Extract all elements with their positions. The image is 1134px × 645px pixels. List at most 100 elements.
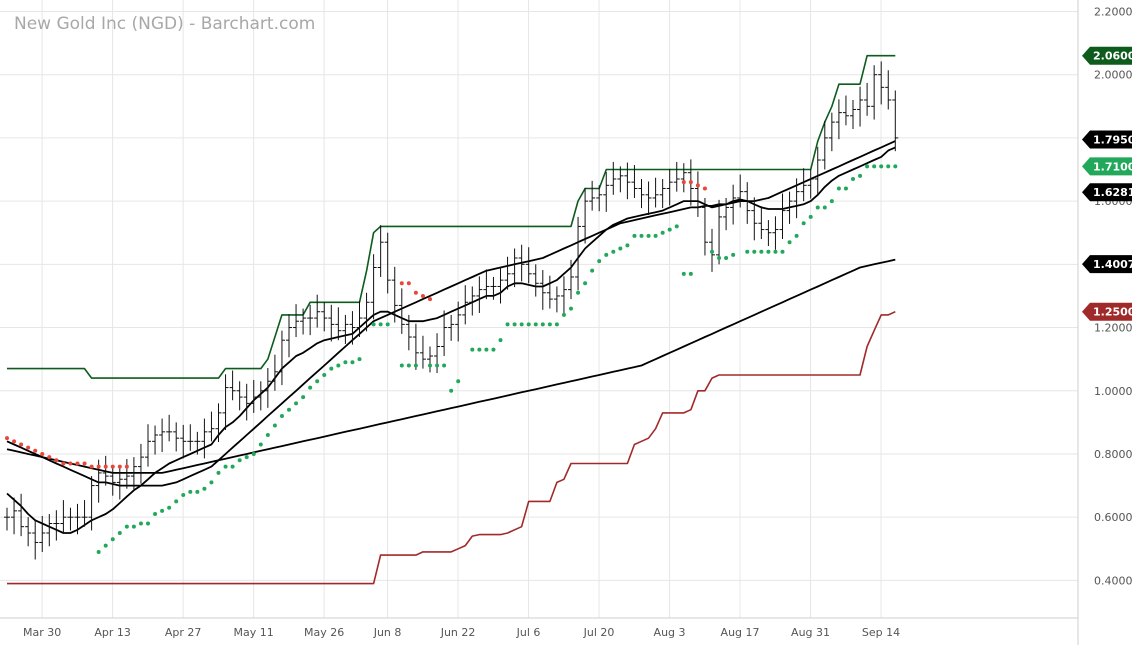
stop-dot [279, 414, 284, 419]
stop-dot [449, 388, 454, 393]
stop-dot [625, 243, 630, 248]
price-label-badge [1082, 255, 1132, 274]
x-axis: Mar 30 Apr 13 Apr 27 May 11 May 26 Jun 8 Jun 2… [23, 626, 900, 639]
stop-dot [632, 233, 637, 238]
stop-dot [138, 521, 143, 526]
stop-dot [766, 249, 771, 254]
stop-dot [33, 448, 38, 453]
stop-dot [47, 455, 52, 460]
stop-dot [484, 347, 489, 352]
stop-dot [611, 249, 616, 254]
stop-dot [590, 268, 595, 273]
stop-dot [618, 246, 623, 251]
stop-dot [526, 322, 531, 327]
stop-dot [272, 423, 277, 428]
stop-dot [202, 486, 207, 491]
stop-dot [681, 180, 686, 185]
stop-dot [174, 499, 179, 504]
x-tick-label: Sep 14 [862, 626, 900, 639]
stop-dot [251, 451, 256, 456]
stop-dot [230, 464, 235, 469]
stop-dot [886, 164, 891, 169]
stop-dot [117, 464, 122, 469]
x-tick-label: May 11 [233, 626, 273, 639]
stop-dot [745, 249, 750, 254]
stop-dot [195, 489, 200, 494]
stop-dot [498, 338, 503, 343]
stop-dot [695, 183, 700, 188]
stop-dot [61, 461, 66, 466]
stop-dot [315, 379, 320, 384]
x-tick-label: Jul 20 [583, 626, 615, 639]
stop-dot [660, 230, 665, 235]
stop-dot [667, 227, 672, 232]
price-label-text: 1.2500 [1093, 306, 1134, 319]
stop-dot [68, 461, 73, 466]
stop-dot [815, 205, 820, 210]
stop-dot [294, 401, 299, 406]
stop-dot [399, 363, 404, 368]
y-axis: 0.40000.60000.80001.00001.20001.40001.60… [1094, 5, 1133, 587]
stop-dot [639, 233, 644, 238]
stop-dot [717, 256, 722, 261]
stop-dot [428, 297, 432, 302]
price-bars [4, 61, 899, 560]
price-label-text: 1.7950 [1093, 133, 1134, 146]
stop-dot [872, 164, 877, 169]
stop-dot [399, 281, 404, 286]
stop-dot [597, 259, 602, 264]
stop-dot [12, 439, 17, 444]
x-tick-label: Jun 22 [440, 626, 476, 639]
stop-dot [160, 508, 165, 513]
stop-dot [223, 464, 228, 469]
x-tick-label: Apr 13 [94, 626, 131, 639]
stop-dot [258, 442, 263, 447]
x-tick-label: Apr 27 [165, 626, 202, 639]
x-tick-label: Aug 31 [791, 626, 830, 639]
stop-dot [752, 249, 757, 254]
stop-dot [533, 322, 538, 327]
y-tick-label: 1.2000 [1094, 322, 1133, 335]
y-tick-label: 1.0000 [1094, 385, 1133, 398]
stop-dot [780, 249, 785, 254]
stop-dot [110, 537, 115, 542]
stop-dot [470, 347, 475, 352]
stop-dot [96, 549, 101, 554]
stop-dot [604, 252, 609, 257]
stop-dot [710, 249, 714, 254]
stop-dot [153, 512, 158, 517]
stop-dot [681, 271, 686, 276]
stop-dot [554, 322, 559, 327]
stop-dot [322, 372, 327, 377]
stop-dot [82, 461, 87, 466]
stop-dot [216, 470, 221, 475]
chart-title: New Gold Inc (NGD) - Barchart.com [14, 14, 315, 34]
stop-dot [188, 489, 193, 494]
stop-dot [456, 379, 461, 384]
stop-dot [124, 524, 129, 529]
stop-dot [843, 186, 848, 191]
price-label-text: 2.0600 [1093, 50, 1134, 63]
x-tick-label: Jun 8 [373, 626, 402, 639]
price-label-badge [1082, 130, 1132, 149]
stop-dot [237, 458, 242, 463]
x-tick-label: Aug 17 [721, 626, 760, 639]
stop-dot [5, 436, 9, 441]
stop-dot [477, 347, 482, 352]
stop-dot [209, 480, 214, 485]
stop-dot [583, 281, 588, 286]
stop-dot [167, 505, 172, 510]
stop-dot [653, 233, 658, 238]
stop-dot [491, 347, 496, 352]
stop-dot [674, 224, 679, 229]
price-label-text: 1.4007 [1093, 258, 1134, 271]
stop-dot [357, 357, 362, 362]
stop-dot [350, 360, 355, 365]
stop-dot [287, 407, 291, 412]
stop-dot [131, 524, 136, 529]
x-tick-label: Aug 3 [654, 626, 686, 639]
stop-dot [822, 205, 827, 210]
stop-dot [89, 464, 94, 469]
series-line [7, 54, 896, 379]
